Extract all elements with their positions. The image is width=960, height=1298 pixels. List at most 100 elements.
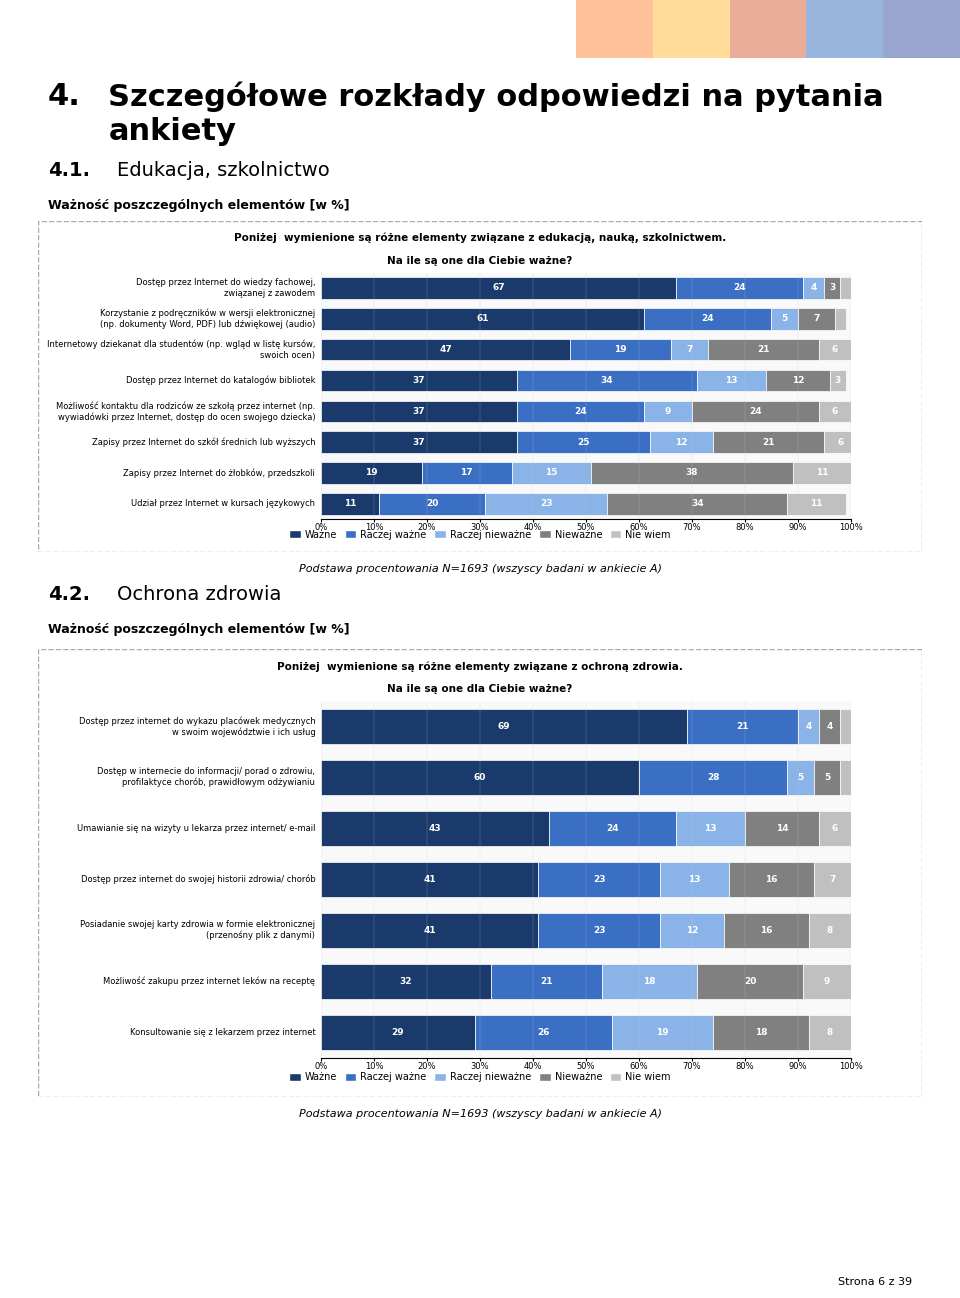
Bar <box>660 862 729 897</box>
Text: 9: 9 <box>824 977 830 986</box>
Text: Korzystanie z podręczników w wersji elektronicznej
(np. dokumenty Word, PDF) lub: Korzystanie z podręczników w wersji elek… <box>100 309 316 328</box>
Text: Ważność poszczególnych elementów [w %]: Ważność poszczególnych elementów [w %] <box>48 199 349 212</box>
Text: 11: 11 <box>810 500 823 509</box>
Text: 32: 32 <box>399 977 412 986</box>
Bar <box>730 0 806 58</box>
Text: 4: 4 <box>827 722 833 731</box>
Bar <box>819 339 851 361</box>
Text: 8: 8 <box>827 925 833 935</box>
Bar <box>321 709 686 744</box>
Bar <box>612 1015 713 1050</box>
Bar <box>798 709 819 744</box>
Bar <box>724 912 808 949</box>
Text: 12: 12 <box>685 925 698 935</box>
Text: Zapisy przez Internet do szkół średnich lub wyższych: Zapisy przez Internet do szkół średnich … <box>92 437 316 447</box>
Text: 4.1.: 4.1. <box>48 161 90 179</box>
Text: 13: 13 <box>688 875 701 884</box>
Text: 69: 69 <box>497 722 510 731</box>
Text: Dostęp przez Internet do wiedzy fachowej,
związanej z zawodem: Dostęp przez Internet do wiedzy fachowej… <box>135 278 316 297</box>
Text: 11: 11 <box>344 500 356 509</box>
Bar <box>697 370 766 391</box>
Text: 4: 4 <box>810 283 817 292</box>
Text: 11: 11 <box>816 469 828 478</box>
Text: Internetowy dziekanat dla studentów (np. wgląd w listę kursów,
swoich ocen): Internetowy dziekanat dla studentów (np.… <box>47 340 316 360</box>
Bar <box>671 339 708 361</box>
Text: Możliwość zakupu przez internet leków na receptę: Możliwość zakupu przez internet leków na… <box>104 976 316 986</box>
Bar <box>644 308 772 330</box>
Bar <box>840 709 851 744</box>
Text: Podstawa procentowania N=1693 (wszyscy badani w ankiecie A): Podstawa procentowania N=1693 (wszyscy b… <box>299 1108 661 1119</box>
Bar <box>379 493 486 514</box>
Text: 16: 16 <box>765 875 778 884</box>
Bar <box>321 308 644 330</box>
Text: 5: 5 <box>781 314 788 323</box>
Text: 12: 12 <box>675 437 687 447</box>
Bar <box>825 431 856 453</box>
Text: 23: 23 <box>540 500 553 509</box>
Legend: Ważne, Raczej ważne, Raczej nieważne, Nieważne, Nie wiem: Ważne, Raczej ważne, Raczej nieważne, Ni… <box>285 526 675 544</box>
Text: 14: 14 <box>776 824 788 833</box>
Bar <box>787 759 814 796</box>
Bar <box>321 862 539 897</box>
Text: 21: 21 <box>762 437 775 447</box>
Text: Posiadanie swojej karty zdrowia w formie elektronicznej
(przenośny plik z danymi: Posiadanie swojej karty zdrowia w formie… <box>81 920 316 940</box>
Text: 24: 24 <box>733 283 746 292</box>
Text: 24: 24 <box>606 824 619 833</box>
Text: Strategia rozwoju społeczeństwa informacyjnego w Polsce do roku 2013. Załącznik : Strategia rozwoju społeczeństwa informac… <box>10 12 481 22</box>
Text: Poniżej  wymienione są różne elementy związane z ochroną zdrowia.: Poniżej wymienione są różne elementy zwi… <box>277 661 683 672</box>
Text: Dostęp przez internet do swojej historii zdrowia/ chorób: Dostęp przez internet do swojej historii… <box>81 875 316 884</box>
Text: 38: 38 <box>685 469 698 478</box>
Bar <box>321 401 517 422</box>
Bar <box>607 493 787 514</box>
Text: 17: 17 <box>461 469 473 478</box>
Text: 41: 41 <box>423 925 436 935</box>
Text: 3: 3 <box>829 283 835 292</box>
Bar <box>650 431 713 453</box>
Text: 12: 12 <box>792 376 804 386</box>
Text: 37: 37 <box>413 376 425 386</box>
Bar <box>591 462 793 484</box>
Text: 8: 8 <box>827 1028 833 1037</box>
Bar <box>321 493 379 514</box>
Bar <box>819 709 840 744</box>
Bar <box>814 759 840 796</box>
Bar <box>321 278 676 299</box>
Text: 24: 24 <box>702 314 714 323</box>
Text: Udział przez Internet w kursach językowych: Udział przez Internet w kursach językowy… <box>132 500 316 509</box>
Text: 20: 20 <box>744 977 756 986</box>
Text: 26: 26 <box>538 1028 550 1037</box>
Bar <box>808 1015 851 1050</box>
Bar <box>321 810 549 846</box>
Text: 28: 28 <box>707 772 719 781</box>
Bar <box>517 401 644 422</box>
Bar <box>835 308 846 330</box>
Bar <box>676 810 745 846</box>
Bar <box>517 370 697 391</box>
Text: Podstawa procentowania N=1693 (wszyscy badani w ankiecie A): Podstawa procentowania N=1693 (wszyscy b… <box>299 563 661 574</box>
Bar <box>512 462 591 484</box>
Bar <box>321 759 639 796</box>
Text: Zapisy przez Internet do żłobków, przedszkoli: Zapisy przez Internet do żłobków, przeds… <box>124 469 316 478</box>
Text: Umawianie się na wizyty u lekarza przez internet/ e-mail: Umawianie się na wizyty u lekarza przez … <box>77 824 316 833</box>
Bar <box>660 912 724 949</box>
Legend: Ważne, Raczej ważne, Raczej nieważne, Nieważne, Nie wiem: Ważne, Raczej ważne, Raczej nieważne, Ni… <box>285 1068 675 1086</box>
Text: 7: 7 <box>829 875 835 884</box>
Bar <box>539 912 660 949</box>
Text: Edukacja, szkolnictwo: Edukacja, szkolnictwo <box>117 161 330 179</box>
Text: 20: 20 <box>426 500 439 509</box>
Text: 25: 25 <box>577 437 589 447</box>
Text: 37: 37 <box>413 406 425 415</box>
Text: 19: 19 <box>657 1028 669 1037</box>
Bar <box>576 0 653 58</box>
Bar <box>321 462 421 484</box>
Text: 9: 9 <box>665 406 671 415</box>
Text: 23: 23 <box>593 925 606 935</box>
Text: Ważność poszczególnych elementów [w %]: Ważność poszczególnych elementów [w %] <box>48 623 349 636</box>
Bar <box>819 401 851 422</box>
Bar <box>421 462 512 484</box>
Bar <box>806 0 883 58</box>
Bar <box>321 370 517 391</box>
Text: 4: 4 <box>805 722 812 731</box>
Bar <box>321 431 517 453</box>
Bar <box>819 810 851 846</box>
